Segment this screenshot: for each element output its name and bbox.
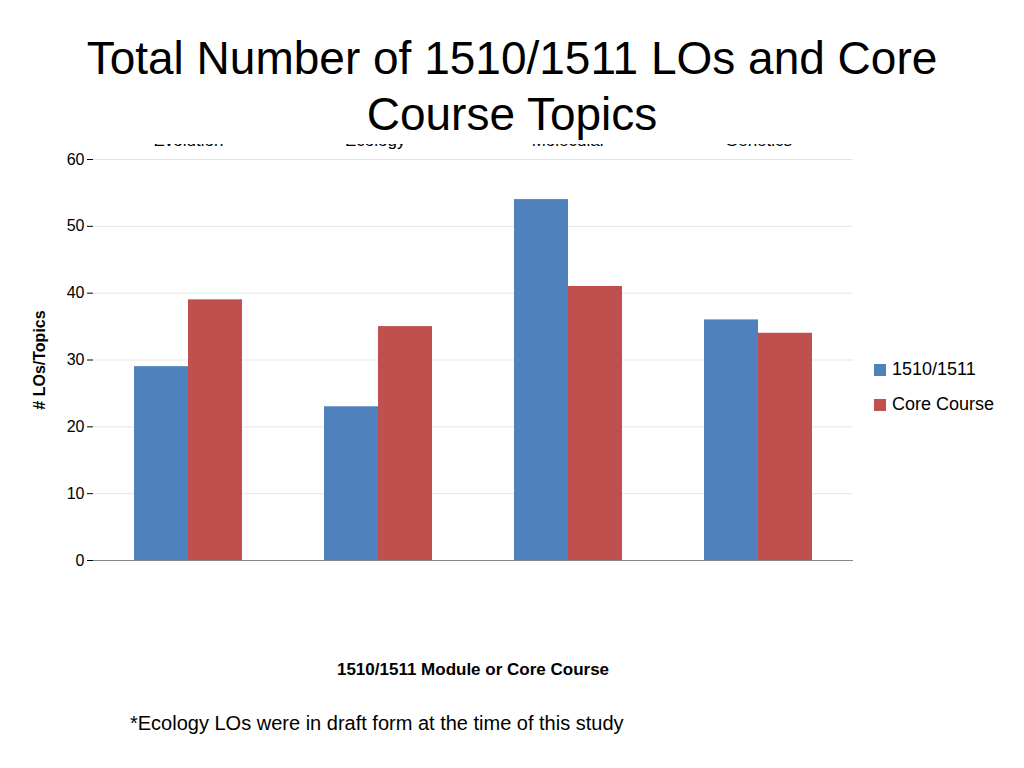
- svg-text:0: 0: [76, 552, 85, 569]
- svg-text:Biomolecules/Cell &Molecular: Biomolecules/Cell &Molecular: [493, 144, 645, 150]
- html-text:Total Number of 1510/1511 LOs: Total Number of 1510/1511 LOs and Core C…: [86, 32, 938, 140]
- svg-text:Ecology*: Ecology*: [345, 144, 412, 150]
- html-text:*Ecology LOs were in draft for: *Ecology LOs were in draft form at the t…: [130, 712, 624, 734]
- html-text:1510/1511: 1510/1511: [892, 359, 976, 379]
- svg-text:60: 60: [67, 151, 85, 168]
- svg-text:Genetics: Genetics: [725, 144, 792, 150]
- svg-text:50: 50: [67, 217, 85, 234]
- svg-text:40: 40: [67, 284, 85, 301]
- svg-text:10: 10: [67, 485, 85, 502]
- svg-text:30: 30: [67, 351, 85, 368]
- svg-text:# LOs/Topics: # LOs/Topics: [31, 310, 48, 409]
- svg-text:20: 20: [67, 418, 85, 435]
- html-text:1510/1511 Module or Core Cours: 1510/1511 Module or Core Course: [336, 660, 609, 679]
- svg-text:Evolution: Evolution: [154, 144, 224, 150]
- html-text:Core Course: Core Course: [892, 394, 994, 414]
